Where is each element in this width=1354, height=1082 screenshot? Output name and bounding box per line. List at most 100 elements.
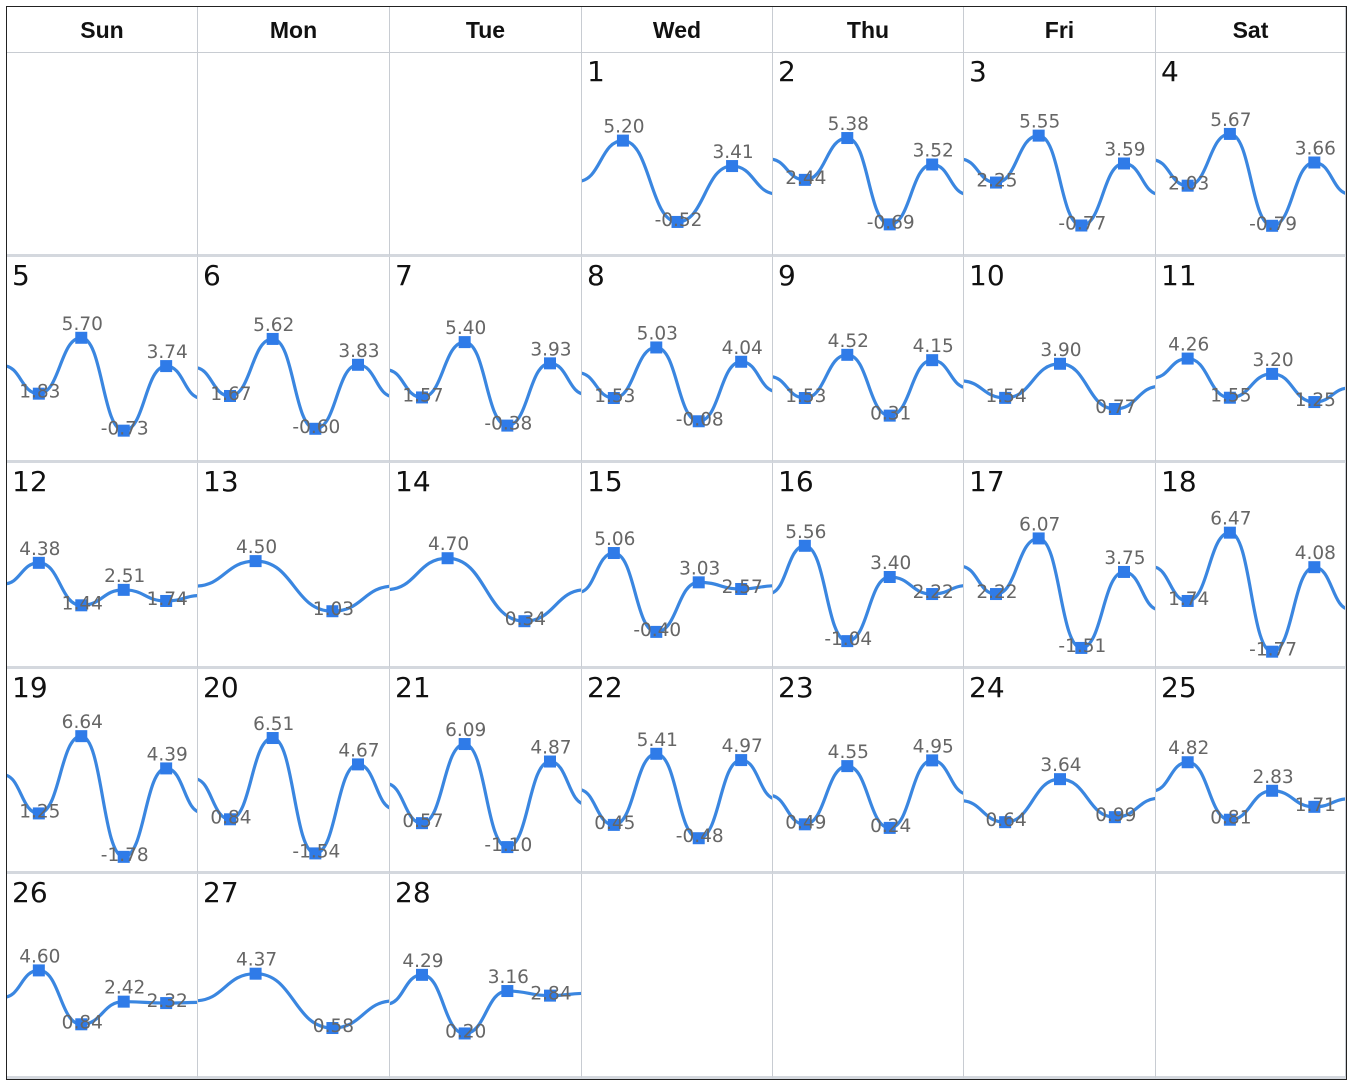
day-number: 2 bbox=[778, 55, 796, 88]
tide-value-label: 5.03 bbox=[637, 323, 678, 344]
tide-value-label: 1.53 bbox=[785, 386, 826, 407]
tide-chart: 1.57 5.40 -0.38 3.93 bbox=[390, 318, 581, 435]
tide-chart: 1.83 5.70 -0.73 3.74 bbox=[7, 314, 197, 440]
tide-point-marker bbox=[607, 818, 620, 831]
tide-value-label: 4.87 bbox=[530, 738, 571, 759]
tide-series-line bbox=[198, 972, 389, 1030]
tide-point-marker bbox=[309, 847, 322, 860]
tide-point-marker bbox=[990, 588, 1002, 601]
tide-chart: 1.53 4.52 0.31 4.15 bbox=[773, 331, 963, 425]
tide-point-marker bbox=[650, 747, 663, 760]
tide-value-label: 3.20 bbox=[1253, 350, 1294, 371]
tide-point-marker bbox=[32, 556, 45, 569]
tide-value-label: 1.44 bbox=[62, 593, 103, 614]
tide-value-label: 1.54 bbox=[986, 386, 1027, 407]
tide-point-marker bbox=[1181, 352, 1194, 365]
tide-value-label: 6.09 bbox=[445, 720, 486, 741]
tide-point-marker bbox=[999, 391, 1012, 404]
tide-point-marker bbox=[1054, 773, 1066, 786]
tide-point-marker bbox=[999, 816, 1012, 829]
tide-chart: 4.38 1.442.511.74 bbox=[7, 539, 197, 614]
tide-point-marker bbox=[544, 989, 556, 1002]
day-cell-24: 24 0.64 3.64 0.99 bbox=[964, 669, 1156, 874]
tide-chart: 0.57 6.09 -1.10 4.87 bbox=[390, 720, 581, 856]
tide-value-label: 2.57 bbox=[722, 577, 763, 598]
tide-value-label: 1.74 bbox=[147, 589, 188, 610]
day-number: 5 bbox=[12, 259, 30, 292]
weekday-header-row: Sun Mon Tue Wed Thu Fri Sat bbox=[7, 7, 1346, 53]
tide-value-label: -1.77 bbox=[1249, 640, 1297, 661]
tide-point-marker bbox=[501, 419, 514, 432]
tide-chart: 4.70 0.34 bbox=[390, 534, 581, 630]
day-number: 13 bbox=[203, 465, 239, 498]
tide-value-label: -0.40 bbox=[633, 620, 681, 641]
tide-value-label: 3.03 bbox=[679, 558, 720, 579]
tide-value-label: 2.22 bbox=[913, 582, 954, 603]
tide-chart: 4.26 1.553.201.25 bbox=[1156, 335, 1345, 411]
tide-point-marker bbox=[117, 583, 130, 596]
tide-chart: 4.82 0.812.831.71 bbox=[1156, 738, 1345, 829]
tide-point-marker bbox=[1223, 813, 1236, 826]
day-cell-16: 16 5.56 -1.04 3.40 2.22 bbox=[773, 463, 964, 669]
tide-value-label: -1.10 bbox=[484, 835, 532, 856]
tide-value-label: 1.67 bbox=[210, 384, 251, 405]
tide-point-marker bbox=[160, 594, 173, 607]
weekday-mon: Mon bbox=[198, 7, 390, 53]
day-number: 11 bbox=[1161, 259, 1197, 292]
tide-value-label: 2.22 bbox=[976, 582, 1017, 603]
tide-value-label: 0.57 bbox=[402, 811, 443, 832]
empty-day-cell bbox=[7, 53, 198, 257]
tide-point-marker bbox=[1308, 561, 1321, 574]
tide-value-label: 0.77 bbox=[1095, 397, 1136, 418]
day-cell-25: 25 4.82 0.81 2.83 1.71 bbox=[1156, 669, 1346, 874]
tide-point-marker bbox=[1075, 641, 1088, 654]
tide-value-label: 5.40 bbox=[445, 318, 486, 339]
tide-point-marker bbox=[1054, 357, 1066, 370]
day-number: 12 bbox=[12, 465, 48, 498]
tide-chart: 2.44 5.38 -0.69 3.52 bbox=[773, 114, 963, 233]
day-number: 17 bbox=[969, 465, 1005, 498]
tide-point-marker bbox=[32, 387, 45, 400]
tide-value-label: 4.38 bbox=[19, 539, 60, 560]
tide-value-label: -0.60 bbox=[292, 417, 340, 438]
tide-point-marker bbox=[458, 1027, 471, 1040]
day-cell-10: 10 1.54 3.90 0.77 bbox=[964, 257, 1156, 463]
tide-point-marker bbox=[117, 995, 130, 1008]
day-number: 21 bbox=[395, 671, 431, 704]
tide-value-label: 6.47 bbox=[1210, 509, 1251, 530]
tide-value-label: 0.49 bbox=[785, 812, 826, 833]
day-cell-9: 9 1.53 4.52 0.31 4.15 bbox=[773, 257, 964, 463]
day-number: 23 bbox=[778, 671, 814, 704]
tide-value-label: 3.74 bbox=[147, 342, 188, 363]
tide-point-marker bbox=[458, 738, 471, 751]
tide-point-marker bbox=[1108, 811, 1121, 824]
tide-value-label: 4.04 bbox=[722, 338, 763, 359]
tide-point-marker bbox=[117, 850, 130, 863]
tide-value-label: 2.42 bbox=[104, 978, 145, 999]
tide-series-line bbox=[198, 559, 389, 613]
day-cell-28: 28 4.29 0.20 3.16 2.84 bbox=[390, 874, 582, 1079]
day-number: 16 bbox=[778, 465, 814, 498]
empty-day-cell bbox=[198, 53, 390, 257]
tide-point-marker bbox=[650, 625, 663, 638]
tide-value-label: 0.64 bbox=[986, 810, 1027, 831]
day-number: 6 bbox=[203, 259, 221, 292]
tide-chart: 1.74 6.47 -1.77 4.08 bbox=[1156, 509, 1345, 661]
day-number: 4 bbox=[1161, 55, 1179, 88]
tide-point-marker bbox=[692, 832, 705, 845]
empty-day-cell bbox=[1156, 874, 1346, 1079]
tide-point-marker bbox=[1308, 156, 1321, 169]
day-cell-15: 15 5.06 -0.40 3.03 2.57 bbox=[582, 463, 773, 669]
tide-point-marker bbox=[1266, 219, 1279, 232]
day-number: 8 bbox=[587, 259, 605, 292]
tide-point-marker bbox=[326, 605, 339, 618]
tide-chart: 1.25 6.64 -1.78 4.39 bbox=[7, 712, 197, 866]
tide-value-label: 1.55 bbox=[1210, 386, 1251, 407]
day-cell-7: 7 1.57 5.40 -0.38 3.93 bbox=[390, 257, 582, 463]
tide-point-marker bbox=[841, 760, 854, 773]
tide-value-label: 1.03 bbox=[313, 599, 354, 620]
tide-value-label: -0.69 bbox=[867, 212, 915, 233]
tide-value-label: 1.71 bbox=[1295, 795, 1336, 816]
tide-point-marker bbox=[671, 215, 684, 228]
tide-value-label: 5.06 bbox=[594, 529, 635, 550]
